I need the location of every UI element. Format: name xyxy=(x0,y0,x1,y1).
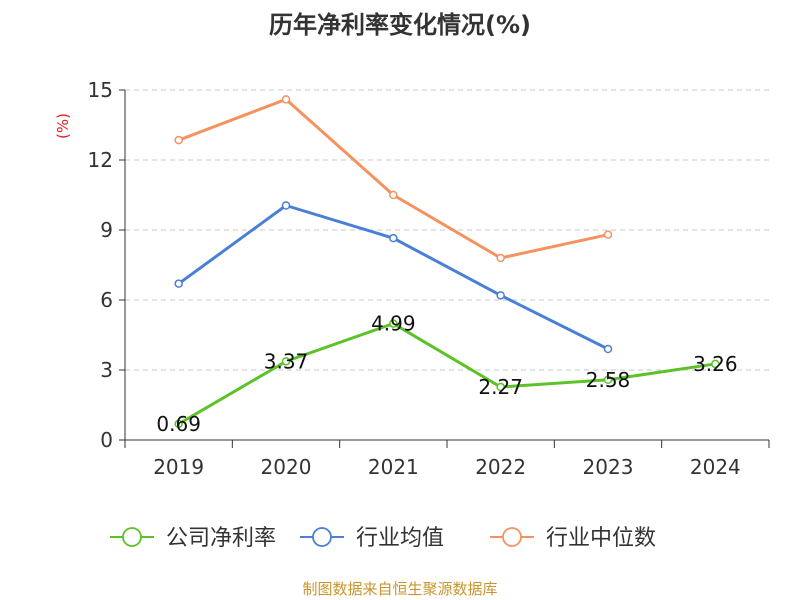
series-point-3 xyxy=(389,190,398,200)
legend-item-2: 行业均值 xyxy=(300,526,444,551)
series-1 xyxy=(174,319,720,429)
x-tick-label-2021: 2021 xyxy=(368,455,419,479)
legend-item-3: 行业中位数 xyxy=(490,526,656,551)
series-lines xyxy=(174,95,720,429)
x-tick-label-2019: 2019 xyxy=(153,455,204,479)
y-tick-label-6: 6 xyxy=(100,288,113,312)
source-note: 制图数据来自恒生聚源数据库 xyxy=(302,580,497,598)
data-label: 4.99 xyxy=(371,312,416,336)
series-point-2 xyxy=(389,233,398,243)
series-point-1 xyxy=(496,382,505,392)
legend-swatch-marker xyxy=(312,527,332,547)
legend-label: 公司净利率 xyxy=(166,526,276,551)
y-axis-unit: (%) xyxy=(54,113,72,139)
y-tick-label-15: 15 xyxy=(88,78,113,102)
y-tick-label-9: 9 xyxy=(100,218,113,242)
series-point-3 xyxy=(174,135,183,145)
series-point-3 xyxy=(496,253,505,263)
y-tick-label-3: 3 xyxy=(100,358,113,382)
data-label: 2.27 xyxy=(478,375,523,399)
series-point-3 xyxy=(603,230,613,239)
legend-label: 行业中位数 xyxy=(546,526,656,551)
data-label: 3.37 xyxy=(264,349,309,373)
legend-swatch-marker xyxy=(502,527,522,547)
data-labels: 0.69 3.37 4.99 2.27 2.58 3.26 xyxy=(156,312,737,436)
x-tick-label-2020: 2020 xyxy=(261,455,312,479)
series-point-1 xyxy=(389,319,398,328)
x-tick-label-2024: 2024 xyxy=(690,455,741,479)
series-point-3 xyxy=(281,95,291,104)
data-label: 3.26 xyxy=(693,352,738,376)
series-point-1 xyxy=(174,419,183,429)
axes: 0 3 6 9 12 15 2019 2020 2021 2022 2023 2024 xyxy=(88,78,770,479)
series-point-1 xyxy=(281,357,291,366)
series-point-1 xyxy=(603,375,613,385)
series-2 xyxy=(174,201,613,354)
series-point-1 xyxy=(711,359,720,369)
series-line-1 xyxy=(177,322,716,426)
data-label: 2.58 xyxy=(586,368,631,392)
data-label: 0.69 xyxy=(156,412,201,436)
x-tick-label-2022: 2022 xyxy=(475,455,526,479)
chart-title: 历年净利率变化情况(%) xyxy=(269,11,531,39)
y-tick-label-0: 0 xyxy=(100,428,113,452)
legend-item-1: 公司净利率 xyxy=(110,526,276,551)
series-3 xyxy=(174,95,613,263)
series-point-2 xyxy=(281,201,291,210)
x-tick-label-2023: 2023 xyxy=(583,455,634,479)
grid-lines xyxy=(125,89,769,371)
series-point-2 xyxy=(174,279,183,288)
series-point-2 xyxy=(603,344,613,354)
legend-label: 行业均值 xyxy=(356,526,444,551)
y-tick-label-12: 12 xyxy=(88,148,113,172)
series-point-2 xyxy=(496,291,505,300)
legend: 公司净利率 行业均值 行业中位数 xyxy=(110,526,656,551)
legend-swatch-marker xyxy=(122,527,142,547)
